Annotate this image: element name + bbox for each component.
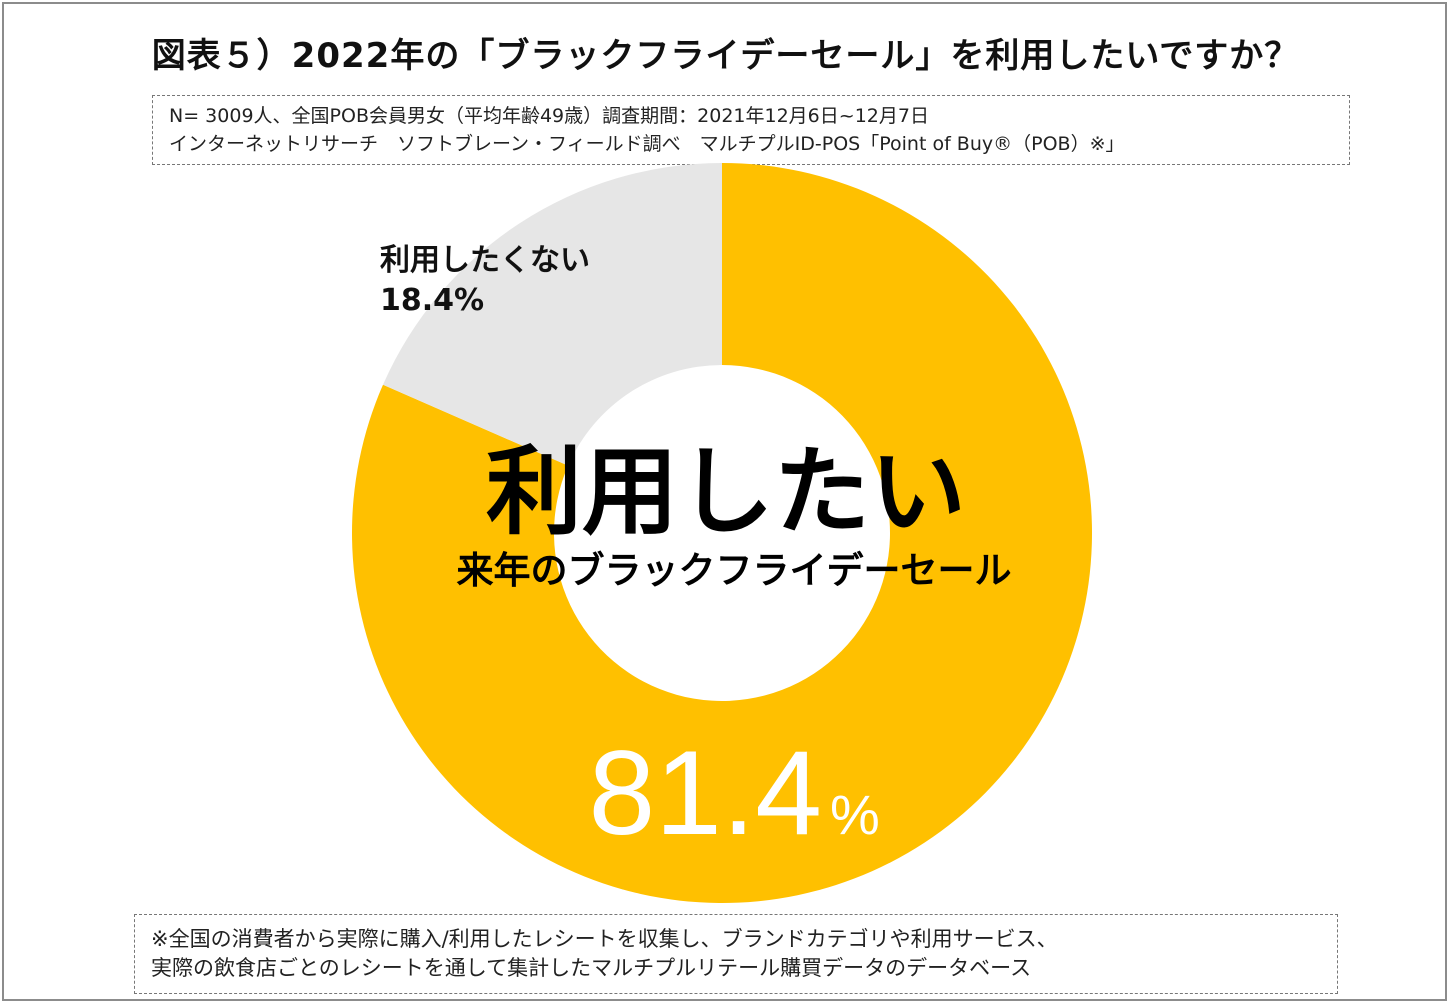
slice-unit-use: % [830,783,880,846]
slice-label-not-use: 利用したくない [380,243,590,278]
survey-info-line-2: インターネットリサーチ ソフトブレーン・フィールド調べ マルチプルID-POS「… [169,133,1125,155]
survey-info-line-1: N= 3009人、全国POB会員男女（平均年齢49歳）調査期間：2021年12月… [169,105,929,127]
center-label-main: 利用したい [486,436,966,548]
footnote-line-2: 実際の飲食店ごとのレシートを通して集計したマルチプルリテール購買データのデータベ… [151,956,1032,980]
center-label-sub: 来年のブラックフライデーセール [457,549,1012,592]
slice-value-not-use: 18.4% [380,283,484,318]
footnote-line-1: ※全国の消費者から実際に購入/利用したレシートを収集し、ブランドカテゴリや利用サ… [151,927,1058,951]
slice-not-use [383,163,722,466]
footnote-box: ※全国の消費者から実際に購入/利用したレシートを収集し、ブランドカテゴリや利用サ… [134,914,1338,994]
page-title: 図表５）2022年の「ブラックフライデーセール」を利用したいですか？ [151,36,1300,76]
slice-value-use: 81.4 [588,726,822,860]
slice-use [352,163,1092,903]
